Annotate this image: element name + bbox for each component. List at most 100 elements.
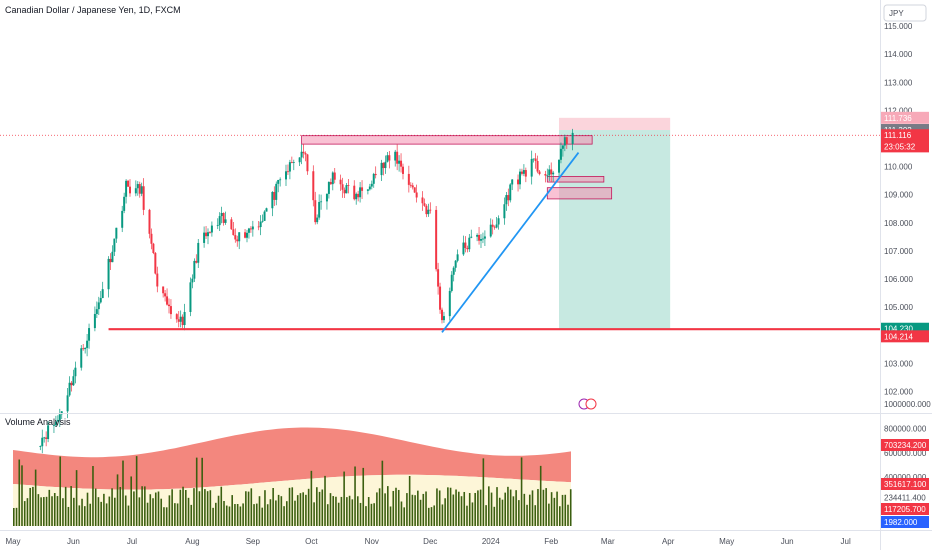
currency-badge[interactable]: JPY (883, 4, 927, 22)
candle[interactable] (285, 164, 287, 187)
candle[interactable] (70, 381, 73, 392)
candle[interactable] (72, 369, 75, 387)
candle[interactable] (559, 142, 562, 164)
candle[interactable] (218, 212, 221, 232)
candle[interactable] (519, 168, 521, 190)
candle[interactable] (304, 151, 307, 162)
candle[interactable] (495, 217, 498, 229)
candle[interactable] (386, 151, 389, 163)
candle[interactable] (74, 361, 77, 384)
candle[interactable] (384, 155, 387, 174)
candle[interactable] (166, 288, 169, 306)
candle[interactable] (183, 303, 186, 331)
candle[interactable] (138, 181, 141, 198)
candle[interactable] (152, 242, 155, 255)
candle[interactable] (230, 217, 233, 230)
candle[interactable] (302, 143, 305, 159)
candle[interactable] (333, 168, 336, 184)
candle[interactable] (60, 411, 63, 420)
event-icons[interactable] (578, 398, 597, 410)
candle[interactable] (388, 151, 391, 169)
candle[interactable] (468, 234, 471, 252)
candle[interactable] (80, 345, 83, 371)
candle[interactable] (536, 155, 539, 174)
candle[interactable] (107, 256, 110, 298)
candle[interactable] (127, 179, 130, 187)
candle[interactable] (507, 188, 510, 207)
candle[interactable] (222, 212, 225, 226)
candle[interactable] (181, 314, 184, 329)
candle[interactable] (538, 169, 541, 176)
candle[interactable] (238, 232, 241, 250)
candle[interactable] (121, 205, 124, 233)
candle[interactable] (88, 323, 91, 349)
candle[interactable] (357, 190, 360, 202)
candle[interactable] (409, 182, 412, 188)
candle[interactable] (394, 149, 397, 167)
candle[interactable] (480, 234, 482, 248)
volume-pane[interactable] (13, 427, 572, 527)
candle[interactable] (312, 165, 315, 207)
candle[interactable] (413, 187, 416, 194)
candle[interactable] (136, 181, 139, 196)
candle[interactable] (331, 171, 334, 191)
candle[interactable] (398, 155, 401, 172)
candle[interactable] (464, 236, 467, 253)
candle[interactable] (207, 228, 209, 245)
candle[interactable] (220, 206, 223, 224)
candle[interactable] (249, 226, 252, 233)
resistance-zone[interactable] (301, 135, 593, 145)
candle[interactable] (208, 231, 211, 234)
candle[interactable] (306, 153, 309, 175)
candle[interactable] (58, 408, 61, 428)
candle[interactable] (82, 343, 85, 351)
candle[interactable] (522, 164, 525, 177)
candle[interactable] (54, 415, 57, 427)
candle[interactable] (109, 253, 112, 271)
candle[interactable] (368, 183, 371, 191)
candle[interactable] (441, 307, 443, 324)
candle[interactable] (86, 334, 89, 357)
candle[interactable] (275, 181, 278, 206)
candle[interactable] (247, 227, 250, 239)
candle[interactable] (429, 202, 432, 214)
candle[interactable] (263, 210, 266, 222)
candle[interactable] (168, 298, 170, 314)
position-stop-zone[interactable] (559, 117, 671, 131)
candle[interactable] (483, 230, 486, 246)
candle[interactable] (265, 207, 268, 212)
demand-zone-lower[interactable] (546, 187, 613, 200)
candle[interactable] (366, 189, 369, 195)
candle[interactable] (561, 145, 564, 157)
candle[interactable] (454, 260, 457, 272)
position-target-zone[interactable] (559, 130, 671, 329)
candle[interactable] (298, 157, 301, 167)
candle[interactable] (327, 181, 330, 199)
candle[interactable] (193, 258, 196, 282)
candle[interactable] (493, 225, 496, 230)
candle[interactable] (177, 311, 180, 328)
candle[interactable] (341, 177, 344, 198)
candle[interactable] (205, 226, 208, 240)
candle[interactable] (548, 165, 551, 182)
candle[interactable] (318, 194, 321, 220)
candle[interactable] (448, 287, 451, 321)
main-pane[interactable] (0, 117, 880, 454)
candle[interactable] (142, 178, 145, 216)
candle[interactable] (435, 206, 438, 272)
candle[interactable] (148, 208, 151, 239)
candle[interactable] (402, 163, 404, 180)
candle[interactable] (524, 167, 527, 183)
candle[interactable] (236, 235, 239, 247)
candle[interactable] (550, 162, 553, 182)
candle[interactable] (197, 239, 200, 269)
candle[interactable] (359, 181, 362, 203)
candle[interactable] (481, 232, 484, 244)
candle[interactable] (191, 274, 194, 289)
candle[interactable] (195, 254, 198, 264)
candle[interactable] (189, 277, 192, 317)
candle[interactable] (273, 186, 276, 206)
candle[interactable] (43, 436, 46, 443)
candle[interactable] (511, 179, 514, 191)
candle[interactable] (442, 311, 445, 323)
